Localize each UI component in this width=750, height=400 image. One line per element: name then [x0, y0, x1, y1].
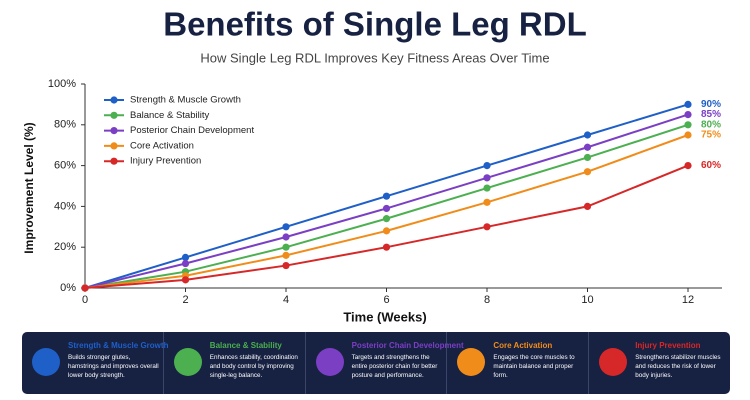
value-label: 90%	[701, 99, 721, 110]
data-point	[181, 253, 190, 261]
y-tick-label: 20%	[54, 241, 76, 253]
series-line	[84, 164, 689, 289]
info-card: Balance & Stability Enhances stability, c…	[164, 332, 306, 394]
data-point	[282, 243, 290, 251]
data-point	[382, 192, 391, 200]
legend-marker	[110, 142, 118, 150]
card-icon	[599, 348, 628, 376]
footer-panel: Strength & Muscle Growth Builds stronger …	[22, 332, 730, 394]
data-point	[583, 143, 592, 151]
x-tick-label: 8	[484, 294, 490, 306]
data-point	[483, 198, 491, 206]
legend-label: Balance & Stability	[130, 110, 209, 121]
card-text: Enhances stability, coordination and bod…	[209, 354, 298, 379]
value-label: 80%	[701, 119, 721, 130]
legend-marker	[110, 127, 118, 135]
legend-label: Core Activation	[130, 140, 194, 151]
legend-label: Posterior Chain Development	[130, 125, 254, 136]
data-point	[684, 121, 692, 129]
data-point	[81, 284, 89, 292]
y-tick-label: 80%	[54, 119, 76, 131]
card-text: Builds stronger glutes, hamstrings and i…	[68, 354, 159, 379]
data-point	[583, 153, 592, 162]
card-title: Balance & Stability	[209, 341, 282, 350]
card-title: Posterior Chain Development	[351, 341, 464, 350]
data-point	[382, 243, 391, 251]
x-tick-label: 0	[82, 294, 88, 306]
data-point	[282, 251, 290, 259]
chart: Benefits of Single Leg RDL How Single Le…	[22, 6, 722, 324]
card-icon	[457, 348, 486, 376]
card-text: Targets and strengthens the entire poste…	[351, 354, 438, 379]
x-tick-label: 10	[581, 294, 593, 306]
data-point	[282, 233, 290, 241]
data-point	[483, 174, 491, 182]
x-tick-label: 6	[383, 294, 389, 306]
data-point	[483, 162, 491, 170]
x-tick-label: 2	[182, 294, 188, 306]
data-point	[583, 202, 592, 210]
info-card: Core Activation Engages the core muscles …	[447, 332, 590, 394]
data-point	[684, 162, 692, 170]
data-point	[282, 261, 290, 270]
data-point	[483, 223, 491, 231]
card-text: Engages the core muscles to maintain bal…	[493, 354, 575, 379]
y-tick-label: 60%	[54, 160, 76, 172]
card-icon	[315, 348, 344, 376]
data-point	[181, 259, 190, 268]
value-label: 85%	[701, 109, 721, 120]
legend-marker	[110, 96, 118, 104]
data-point	[483, 184, 491, 192]
card-title: Injury Prevention	[635, 341, 701, 350]
legend-marker	[110, 111, 118, 119]
data-point	[684, 111, 692, 119]
card-title: Core Activation	[493, 341, 553, 350]
value-label: 75%	[701, 130, 721, 141]
info-card: Posterior Chain Development Targets and s…	[306, 332, 464, 394]
data-point	[382, 204, 391, 213]
data-point	[583, 131, 592, 139]
data-point	[282, 223, 290, 231]
data-point	[583, 168, 592, 176]
card-icon	[173, 348, 202, 376]
y-tick-label: 40%	[54, 200, 76, 212]
data-point	[382, 227, 391, 235]
data-point	[382, 215, 391, 223]
x-tick-label: 12	[682, 294, 694, 306]
x-tick-label: 4	[283, 294, 289, 306]
chart-title: Benefits of Single Leg RDL	[163, 6, 587, 43]
value-label: 60%	[701, 160, 721, 171]
card-icon	[32, 348, 60, 376]
y-axis-label: Improvement Level (%)	[22, 122, 36, 253]
x-axis-label: Time (Weeks)	[343, 309, 426, 324]
legend-marker	[110, 157, 118, 165]
data-point	[684, 131, 692, 139]
info-card: Strength & Muscle Growth Builds stronger …	[22, 332, 168, 394]
card-text: Strengthens stabilizer muscles and reduc…	[635, 354, 721, 379]
card-title: Strength & Muscle Growth	[68, 341, 169, 350]
chart-subtitle: How Single Leg RDL Improves Key Fitness …	[200, 50, 549, 65]
info-card: Injury Prevention Strengthens stabilizer …	[589, 332, 730, 394]
data-point	[684, 100, 692, 108]
y-tick-label: 0%	[60, 282, 76, 294]
legend-label: Injury Prevention	[130, 156, 201, 167]
data-point	[181, 276, 190, 284]
legend-label: Strength & Muscle Growth	[130, 95, 241, 106]
y-tick-label: 100%	[48, 78, 76, 90]
